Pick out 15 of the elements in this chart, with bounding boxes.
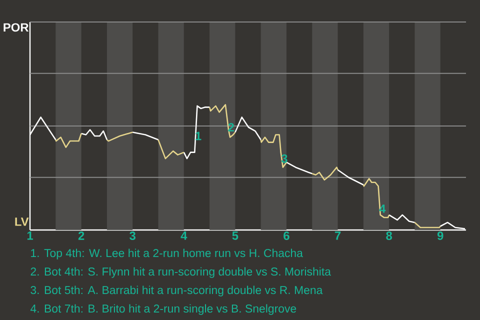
x-tick-label: 7 xyxy=(334,232,341,240)
x-tick-label: 3 xyxy=(130,232,136,240)
text: 4. Bot 7th: B. Brito hit a 2-run single vs B. Snelgrove xyxy=(30,304,296,315)
text: 3. Bot 5th: A. Barrabi hit a run-scoring double vs R. Mena xyxy=(30,286,323,296)
x-tick-label: 5 xyxy=(232,232,238,240)
x-tick-label: 1 xyxy=(27,232,33,240)
x-tick-label: 6 xyxy=(284,232,290,240)
x-tick-label: 8 xyxy=(386,232,392,240)
text: LV xyxy=(15,218,29,226)
x-tick-label: 9 xyxy=(437,232,444,240)
x-tick-label: 2 xyxy=(78,232,84,240)
text: 1. Top 4th: W. Lee hit a 2-run home run vs H. Chacha xyxy=(31,248,303,260)
text: POR xyxy=(4,23,29,32)
text: 2. Bot 4th: S. Flynn hit a run-scoring double vs S. Morishita xyxy=(30,267,331,278)
x-tick-label: 4 xyxy=(180,232,188,240)
